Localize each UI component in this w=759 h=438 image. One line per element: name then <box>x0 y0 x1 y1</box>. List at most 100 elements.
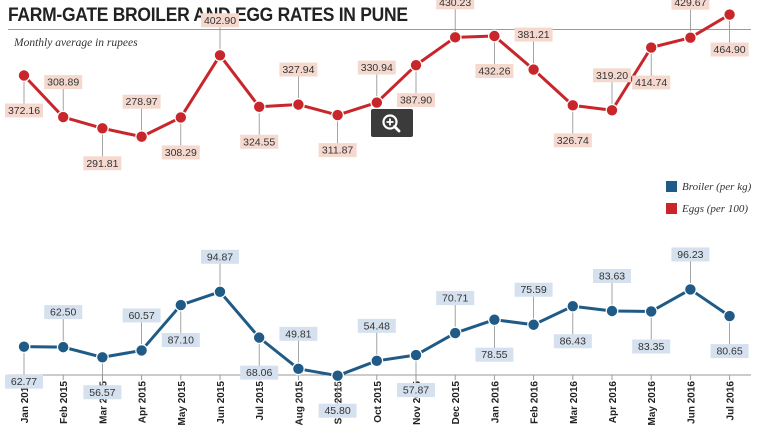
eggs-value-label: 327.94 <box>282 64 314 76</box>
broiler-value-label: 62.50 <box>50 307 76 319</box>
data-label-box <box>44 305 83 320</box>
x-tick-label: Nov 2015 <box>412 381 423 425</box>
eggs-point <box>644 41 658 54</box>
eggs-value-label: 308.89 <box>47 77 79 89</box>
eggs-point <box>213 48 227 62</box>
legend-label: Eggs (per 100) <box>681 203 748 215</box>
broiler-point <box>252 331 266 345</box>
x-tick-label: May 2015 <box>177 381 188 426</box>
eggs-point <box>331 108 345 122</box>
data-label-box <box>83 385 122 400</box>
broiler-series: 62.77 62.50 56.57 60.57 87.10 94.87 68.06 49.81… <box>5 247 749 418</box>
x-tick-label: Jul 2016 <box>726 381 737 421</box>
data-label-box <box>161 145 200 160</box>
x-tick-label: Oct 2015 <box>373 381 384 423</box>
data-label-box <box>161 333 200 348</box>
title-rule <box>8 29 751 30</box>
data-label-box <box>201 249 239 264</box>
data-label-box <box>553 133 592 148</box>
data-label-box <box>83 156 122 171</box>
broiler-point <box>292 362 305 376</box>
eggs-value-label: 324.55 <box>243 136 275 148</box>
x-tick-label: Jun 2016 <box>686 381 697 424</box>
data-label-box <box>201 13 239 28</box>
broiler-point <box>684 283 697 296</box>
data-label-box <box>318 143 357 158</box>
data-label-box <box>397 93 435 108</box>
broiler-point <box>605 304 619 318</box>
data-label-box <box>44 75 83 90</box>
eggs-value-label: 414.74 <box>635 77 667 89</box>
data-label-box <box>122 94 161 109</box>
eggs-value-label: 372.16 <box>8 105 40 117</box>
broiler-point <box>370 354 384 368</box>
data-label-box <box>553 334 592 349</box>
x-tick-label: Apr 2016 <box>608 381 619 424</box>
eggs-point <box>174 111 188 124</box>
broiler-value-label: 49.81 <box>285 328 311 340</box>
broiler-point <box>174 298 188 312</box>
broiler-value-label: 62.77 <box>11 376 37 388</box>
eggs-value-label: 381.21 <box>518 29 550 41</box>
broiler-point <box>723 309 736 323</box>
broiler-point <box>135 344 149 357</box>
data-label-box <box>514 27 553 42</box>
broiler-point <box>56 340 70 354</box>
data-label-box <box>436 0 475 10</box>
eggs-point <box>135 130 149 144</box>
x-tick-label: Apr 2015 <box>138 381 149 424</box>
x-tick-label: Jun 2015 <box>216 381 227 424</box>
x-tick-label: Mar 2015 <box>98 381 109 424</box>
x-tick-label: May 2016 <box>647 381 658 426</box>
data-label-box <box>671 0 710 10</box>
broiler-value-label: 56.57 <box>89 387 115 399</box>
x-tick-label: Jan 2016 <box>490 381 501 424</box>
eggs-value-label: 308.29 <box>165 147 197 159</box>
data-label-box <box>5 103 43 118</box>
eggs-point <box>409 58 423 72</box>
broiler-point <box>566 299 580 313</box>
legend: Broiler (per kg) Eggs (per 100) <box>666 181 752 215</box>
eggs-value-label: 330.94 <box>361 62 393 74</box>
broiler-point <box>17 340 31 354</box>
data-label-box <box>436 291 475 306</box>
eggs-point <box>292 98 305 111</box>
eggs-value-label: 430.23 <box>439 0 471 9</box>
broiler-value-label: 57.87 <box>403 385 429 397</box>
eggs-point <box>56 110 70 124</box>
data-label-box <box>357 318 396 333</box>
data-label-box <box>710 42 749 57</box>
eggs-value-label: 387.90 <box>400 95 432 107</box>
broiler-point <box>409 348 423 362</box>
eggs-series: 372.16 308.89 291.81 278.97 308.29 402.90 324.… <box>5 0 749 171</box>
zoom-button[interactable] <box>371 109 413 137</box>
eggs-point <box>605 103 619 117</box>
broiler-value-label: 94.87 <box>207 251 233 263</box>
broiler-value-label: 45.80 <box>324 405 350 417</box>
data-label-box <box>240 134 279 149</box>
broiler-value-label: 54.48 <box>364 320 390 332</box>
x-tick-label: Mar 2016 <box>569 381 580 424</box>
data-label-box <box>671 247 710 262</box>
legend-label: Broiler (per kg) <box>682 181 752 193</box>
data-label-box <box>122 308 161 323</box>
x-tick-label: Feb 2015 <box>59 381 70 424</box>
eggs-point <box>488 29 501 43</box>
x-tick-label: Jan 2015 <box>20 381 31 424</box>
data-label-box <box>279 62 318 77</box>
data-label-box <box>397 383 435 398</box>
legend-swatch <box>666 181 677 192</box>
eggs-point <box>252 100 266 114</box>
data-label-box <box>357 60 396 75</box>
data-label-box <box>279 326 318 341</box>
eggs-point <box>527 63 540 76</box>
eggs-value-label: 319.20 <box>596 70 628 82</box>
eggs-point <box>95 121 109 135</box>
eggs-value-label: 402.90 <box>204 15 236 27</box>
broiler-value-label: 83.35 <box>638 341 664 353</box>
broiler-value-label: 83.63 <box>599 270 625 282</box>
x-tick-label: Jul 2015 <box>255 381 266 421</box>
eggs-value-label: 291.81 <box>86 158 118 170</box>
broiler-point <box>331 369 345 383</box>
x-axis: Jan 2015 Feb 2015 Mar 2015 Apr 2015 May 2015… <box>8 374 751 426</box>
